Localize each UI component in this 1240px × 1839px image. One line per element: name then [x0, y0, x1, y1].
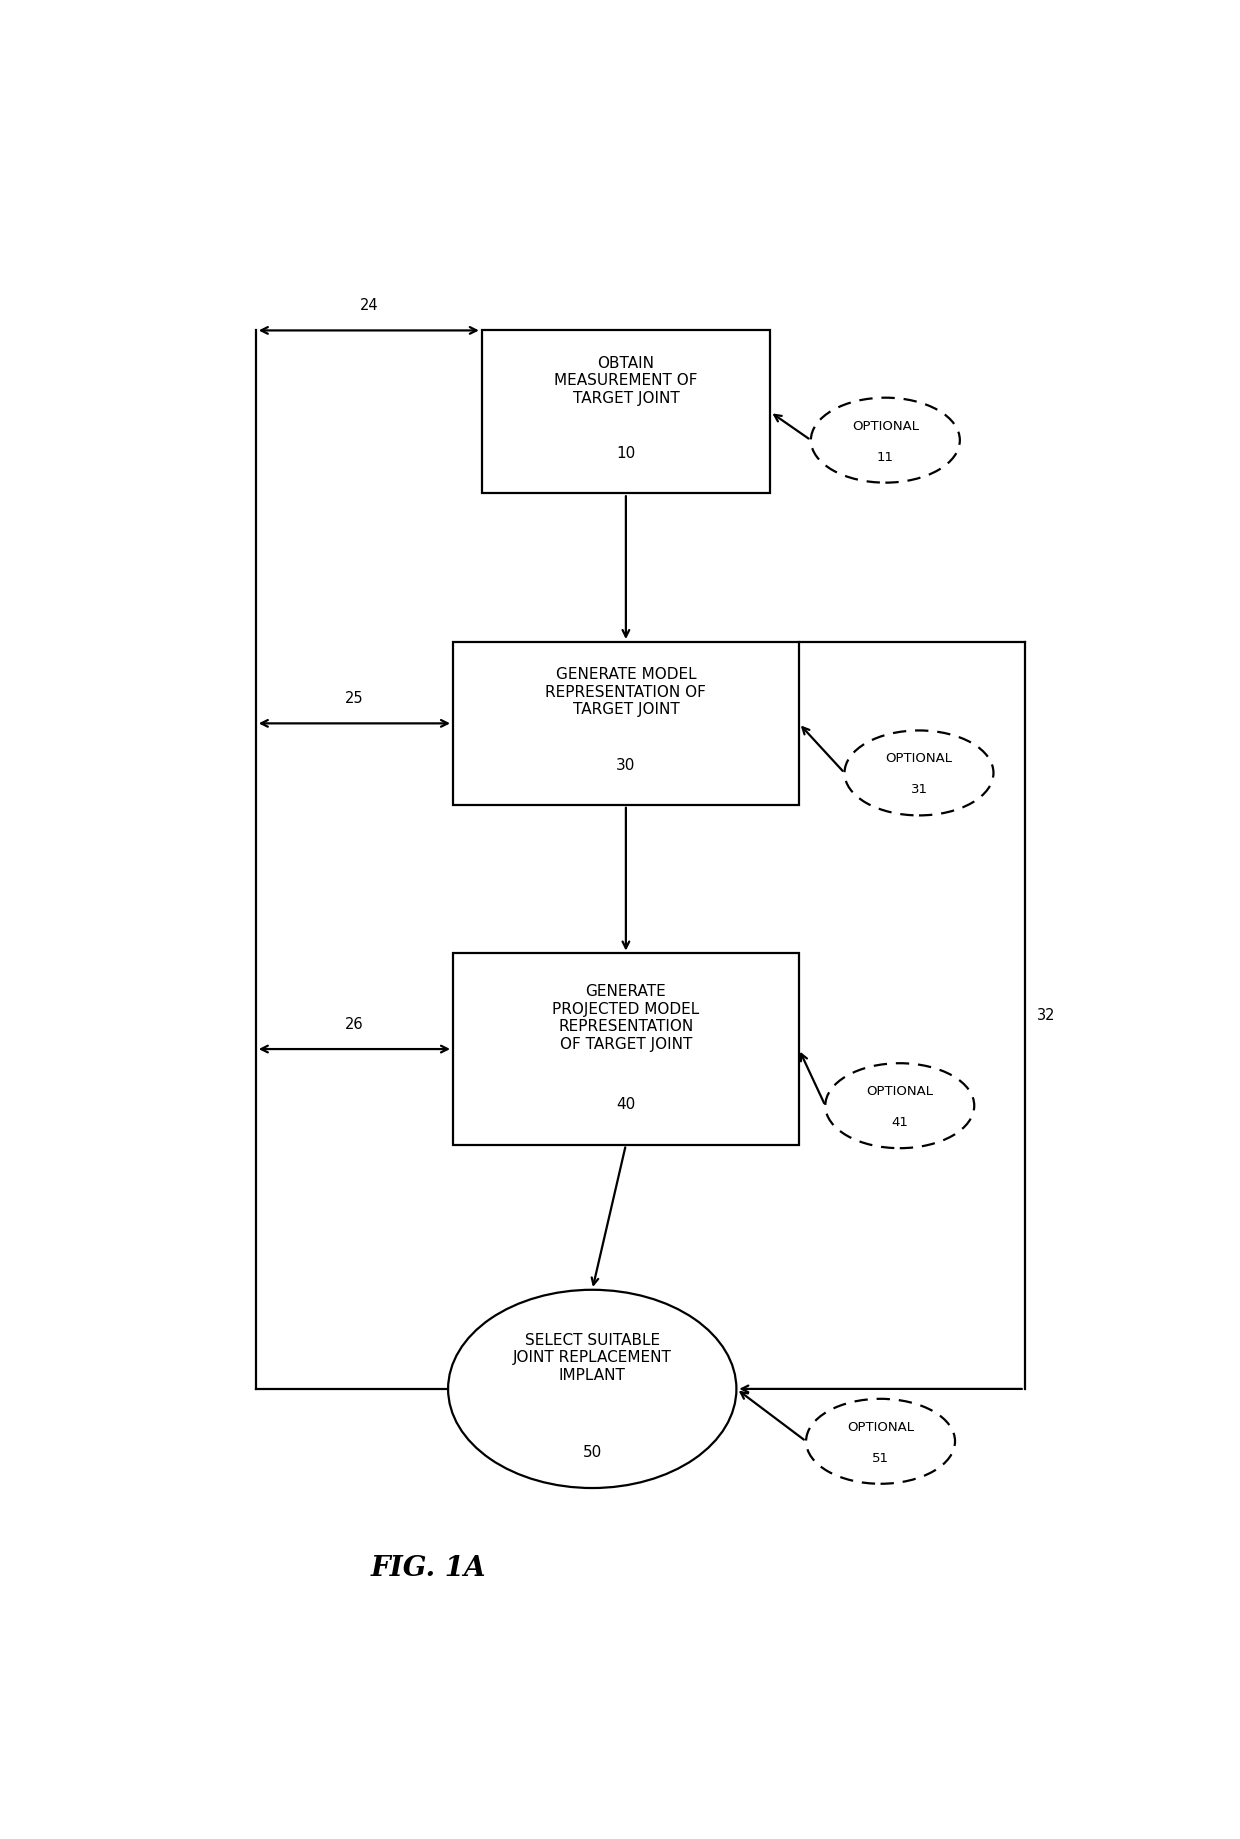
Text: 26: 26: [345, 1017, 363, 1032]
Text: SELECT SUITABLE
JOINT REPLACEMENT
IMPLANT: SELECT SUITABLE JOINT REPLACEMENT IMPLAN…: [513, 1333, 672, 1383]
Text: 41: 41: [892, 1116, 908, 1129]
Text: 25: 25: [345, 691, 363, 706]
Text: OPTIONAL: OPTIONAL: [867, 1085, 934, 1098]
Ellipse shape: [844, 730, 993, 815]
Text: GENERATE MODEL
REPRESENTATION OF
TARGET JOINT: GENERATE MODEL REPRESENTATION OF TARGET …: [546, 668, 707, 717]
Bar: [481, 331, 770, 493]
Text: OPTIONAL: OPTIONAL: [847, 1422, 914, 1434]
Text: OPTIONAL: OPTIONAL: [852, 419, 919, 432]
Text: 40: 40: [616, 1098, 636, 1113]
Text: 10: 10: [616, 447, 636, 462]
Text: 31: 31: [910, 783, 928, 796]
Ellipse shape: [448, 1289, 737, 1488]
Text: 24: 24: [360, 298, 378, 313]
Text: 51: 51: [872, 1451, 889, 1466]
Ellipse shape: [811, 397, 960, 482]
Text: 50: 50: [583, 1445, 601, 1460]
Text: FIG. 1A: FIG. 1A: [371, 1556, 486, 1582]
Text: 11: 11: [877, 451, 894, 463]
Text: 30: 30: [616, 758, 636, 772]
Bar: [453, 642, 799, 805]
Text: OPTIONAL: OPTIONAL: [885, 752, 952, 765]
Text: 32: 32: [1037, 1008, 1055, 1022]
Text: OBTAIN
MEASUREMENT OF
TARGET JOINT: OBTAIN MEASUREMENT OF TARGET JOINT: [554, 355, 698, 406]
Ellipse shape: [826, 1063, 975, 1148]
Text: GENERATE
PROJECTED MODEL
REPRESENTATION
OF TARGET JOINT: GENERATE PROJECTED MODEL REPRESENTATION …: [552, 984, 699, 1052]
Ellipse shape: [806, 1399, 955, 1484]
Bar: [453, 953, 799, 1144]
